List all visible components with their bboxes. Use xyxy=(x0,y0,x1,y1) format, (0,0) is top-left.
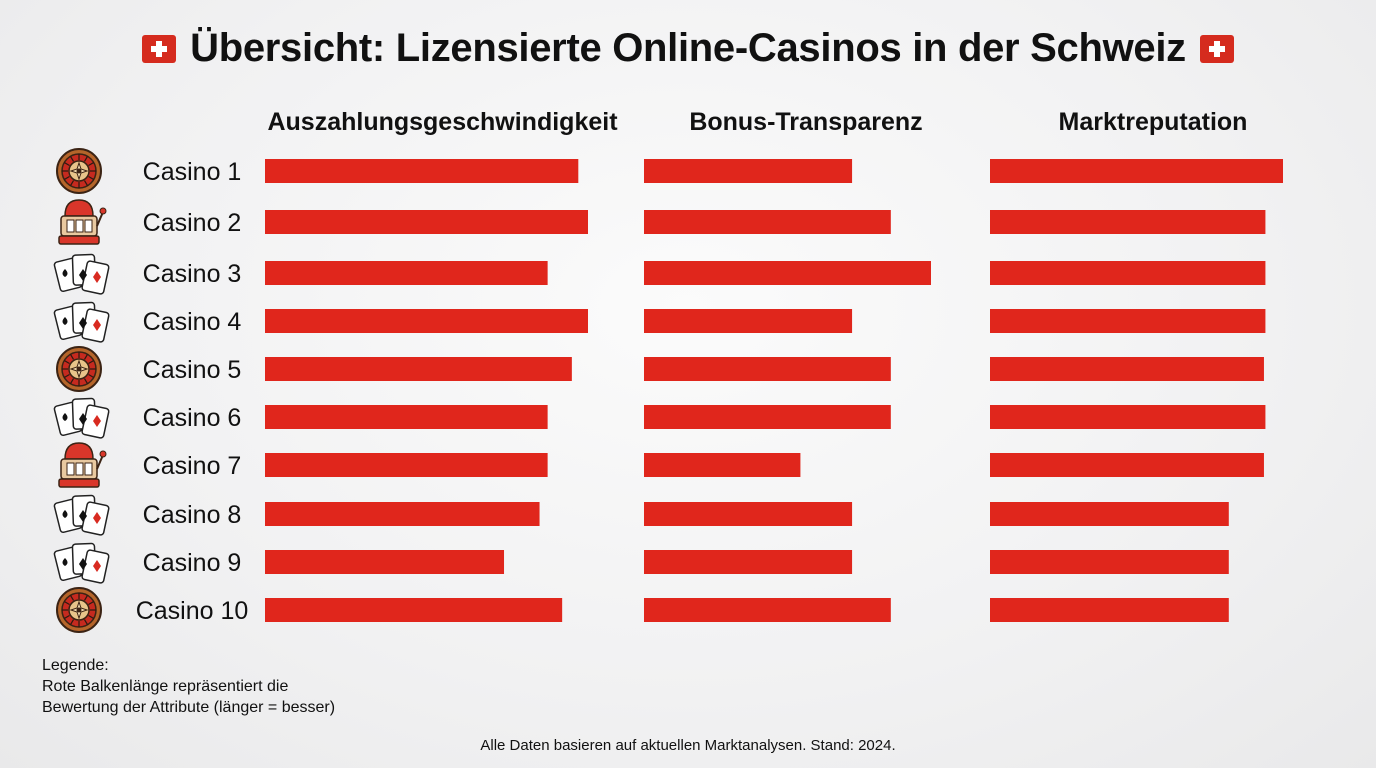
bar-bonus xyxy=(644,261,931,285)
category-label: Casino 6 xyxy=(143,404,242,432)
playing-cards-icon xyxy=(53,397,110,439)
roulette-icon xyxy=(56,148,102,194)
bar-bonus xyxy=(644,550,853,574)
bar-bonus xyxy=(644,453,801,477)
category-label: Casino 1 xyxy=(143,158,242,186)
playing-cards-icon xyxy=(53,494,110,536)
column-header-auszahlung: Auszahlungsgeschwindigkeit xyxy=(267,108,618,136)
chart-title-row: Übersicht: Lizensierte Online-Casinos in… xyxy=(0,26,1376,71)
swiss-flag-icon xyxy=(142,34,177,63)
bar-bonus xyxy=(644,405,891,429)
bar-auszahlung xyxy=(265,357,572,381)
bar-auszahlung xyxy=(265,453,548,477)
category-label: Casino 9 xyxy=(143,549,242,577)
bar-auszahlung xyxy=(265,159,579,183)
category-label: Casino 10 xyxy=(136,597,249,625)
bar-markt xyxy=(990,159,1283,183)
playing-cards-icon xyxy=(53,542,110,584)
bar-markt xyxy=(990,357,1264,381)
bar-bonus xyxy=(644,159,853,183)
bar-bonus xyxy=(644,598,891,622)
footnote: Alle Daten basieren auf aktuellen Markta… xyxy=(480,737,896,754)
roulette-icon xyxy=(56,346,102,392)
category-label: Casino 2 xyxy=(143,209,242,237)
category-label: Casino 7 xyxy=(143,452,242,480)
legend-line: Bewertung der Attribute (länger = besser… xyxy=(42,699,336,716)
chart-title: Übersicht: Lizensierte Online-Casinos in… xyxy=(190,26,1186,70)
bar-bonus xyxy=(644,210,891,234)
bar-bonus xyxy=(644,309,853,333)
category-label: Casino 4 xyxy=(143,308,242,336)
bar-bonus xyxy=(644,357,891,381)
slot-machine-icon xyxy=(58,199,107,245)
bar-markt xyxy=(990,210,1266,234)
swiss-flag-icon xyxy=(1199,34,1234,63)
column-header-markt: Marktreputation xyxy=(1058,108,1248,136)
bar-auszahlung xyxy=(265,550,505,574)
bar-bonus xyxy=(644,502,853,526)
bar-auszahlung xyxy=(265,405,548,429)
bar-auszahlung xyxy=(265,261,548,285)
bar-markt xyxy=(990,405,1266,429)
bar-auszahlung xyxy=(265,309,588,333)
bar-markt xyxy=(990,453,1264,477)
playing-cards-icon xyxy=(53,253,110,295)
bar-markt xyxy=(990,550,1229,574)
category-label: Casino 3 xyxy=(143,260,242,288)
slot-machine-icon xyxy=(58,442,107,488)
legend-line: Rote Balkenlänge repräsentiert die xyxy=(42,678,289,695)
category-label: Casino 8 xyxy=(143,501,242,529)
legend-title: Legende: xyxy=(42,657,109,674)
playing-cards-icon xyxy=(53,301,110,343)
bar-auszahlung xyxy=(265,502,540,526)
bar-markt xyxy=(990,502,1229,526)
bar-markt xyxy=(990,598,1229,622)
bar-auszahlung xyxy=(265,598,563,622)
bar-markt xyxy=(990,261,1266,285)
roulette-icon xyxy=(56,587,102,633)
bar-auszahlung xyxy=(265,210,588,234)
bar-markt xyxy=(990,309,1266,333)
legend: Legende: Rote Balkenlänge repräsentiert … xyxy=(42,655,335,718)
column-header-bonus: Bonus-Transparenz xyxy=(689,108,923,136)
category-label: Casino 5 xyxy=(143,356,242,384)
